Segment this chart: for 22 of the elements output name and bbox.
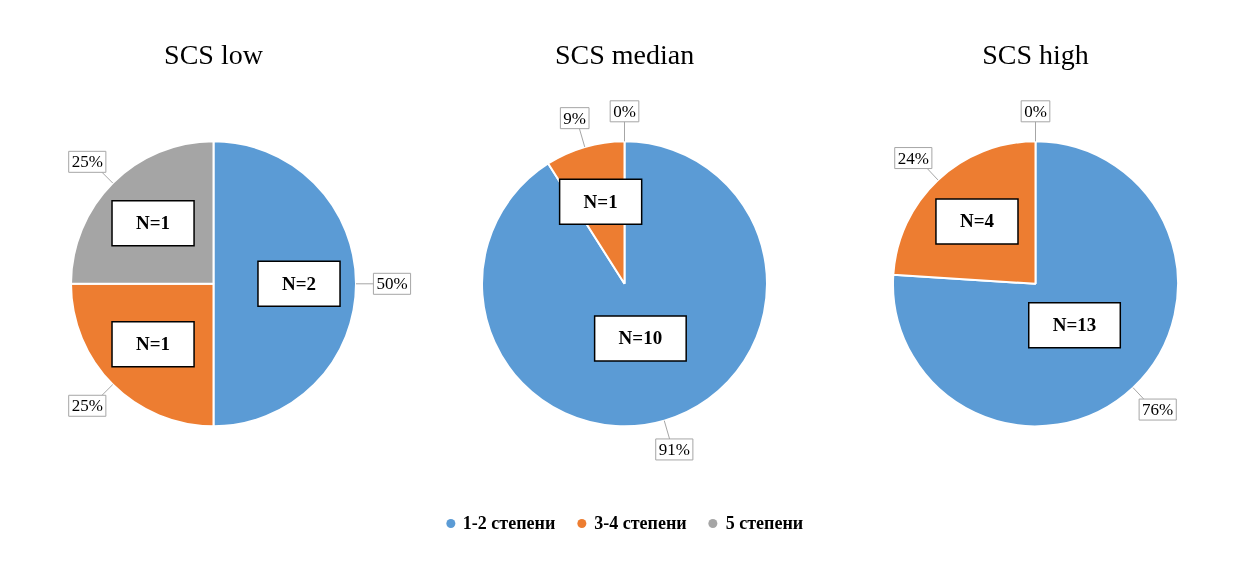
text: N=2 [281,272,317,294]
legend-label: 1-2 степени [462,513,556,534]
text: 0% [613,101,636,121]
text: 0% [1024,101,1047,121]
data-label: 25% [71,152,103,172]
chart-title: SCS low [164,39,264,71]
legend-label: 3-4 степени [594,513,687,534]
text: N=1 [136,333,171,355]
legend-label: 5 степени [725,513,804,534]
data-label: 50% [376,274,408,294]
chart-title: SCS median [554,39,695,71]
text: N=4 [959,210,995,232]
data-label: 76% [1142,400,1174,420]
data-label: 24% [897,148,929,168]
chart-title: SCS high [982,39,1089,71]
text: N=13 [1052,314,1097,336]
data-label: 91% [658,439,690,459]
text: N=1 [583,190,618,212]
data-label: 9% [563,108,587,128]
text: N=1 [136,212,171,234]
text: N=10 [618,327,663,349]
data-label: 25% [71,396,103,416]
